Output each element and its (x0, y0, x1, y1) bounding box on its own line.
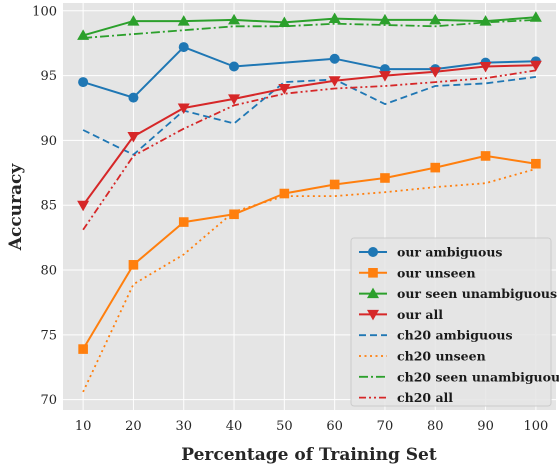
data-point-our-seen-unambiguous (328, 12, 341, 24)
y-tick-label: 90 (40, 134, 57, 149)
legend-marker-our-unseen (368, 268, 378, 278)
legend-label-our-seen-unambiguous: our seen unambiguous (397, 286, 557, 301)
series-line-ch20-seen-unambiguous (83, 19, 536, 39)
x-tick-label: 100 (523, 419, 548, 434)
data-point-our-seen-unambiguous (127, 15, 140, 26)
grid (63, 3, 556, 410)
x-tick-label: 30 (175, 419, 192, 434)
legend-label-ch20-seen-unambiguous: ch20 seen unambiguous (397, 369, 559, 384)
y-tick-label: 95 (40, 69, 57, 84)
data-point-our-all (429, 67, 442, 78)
data-point-our-seen-unambiguous (278, 16, 291, 27)
legend-label-our-unseen: our unseen (397, 265, 476, 280)
data-point-our-ambiguous (229, 61, 240, 72)
x-tick-label: 90 (477, 419, 494, 434)
y-tick-label: 75 (40, 328, 57, 343)
y-axis-title: Accuracy (6, 163, 26, 252)
data-point-our-unseen (480, 151, 491, 161)
data-point-our-unseen (229, 209, 239, 220)
y-tick-label: 85 (40, 199, 57, 214)
data-point-our-unseen (128, 260, 139, 270)
x-tick-label: 50 (276, 419, 293, 434)
y-tick-labels: 70 75 80 85 90 95 100 (32, 4, 57, 408)
series-line-our-unseen (82, 154, 537, 350)
data-point-our-all (77, 200, 90, 212)
x-tick-label: 20 (125, 419, 142, 434)
data-point-our-seen-unambiguous (479, 15, 492, 26)
x-tick-label: 60 (326, 419, 343, 434)
series-markers (77, 11, 542, 354)
legend-marker-our-ambiguous (368, 247, 378, 257)
series-line-our-all (82, 64, 536, 206)
x-tick-label: 70 (377, 419, 394, 434)
legend-marker-our-all (367, 309, 379, 321)
data-point-our-unseen (531, 158, 541, 169)
data-point-our-ambiguous (78, 77, 89, 88)
legend-label-ch20-all: ch20 all (397, 390, 453, 405)
series-lines (82, 16, 537, 393)
series-line-ch20-ambiguous (82, 76, 537, 156)
x-axis-title: Percentage of Training Set (181, 445, 437, 465)
data-point-our-unseen (178, 217, 189, 227)
series-line-our-seen-unambiguous (82, 16, 536, 37)
y-tick-label: 100 (32, 4, 57, 19)
data-point-our-ambiguous (128, 92, 139, 103)
data-point-our-unseen (329, 179, 340, 190)
data-point-our-all (228, 94, 241, 105)
x-tick-label: 40 (226, 419, 243, 434)
data-point-our-all (529, 60, 542, 72)
data-point-our-seen-unambiguous (228, 13, 241, 25)
legend-label-our-all: our all (397, 307, 443, 322)
data-point-our-ambiguous (178, 42, 189, 53)
data-point-our-unseen (430, 162, 441, 173)
data-point-our-ambiguous (329, 53, 340, 64)
data-point-our-seen-unambiguous (177, 15, 190, 26)
legend-label-ch20-ambiguous: ch20 ambiguous (397, 328, 513, 343)
x-tick-labels: 10 20 30 40 50 60 70 80 90 100 (75, 419, 548, 434)
data-point-our-all (127, 132, 140, 143)
data-point-our-unseen (380, 173, 390, 183)
series-line-ch20-all (82, 69, 537, 231)
data-point-our-all (479, 62, 492, 73)
legend: our ambiguous our unseen our seen unambigu… (350, 237, 559, 407)
data-point-our-unseen (279, 188, 290, 199)
data-point-our-all (177, 103, 190, 114)
legend-marker-our-seen-unambiguous (367, 287, 379, 299)
data-point-our-seen-unambiguous (529, 11, 542, 22)
legend-box (350, 237, 552, 407)
data-point-our-all (278, 84, 291, 95)
x-tick-label: 10 (75, 419, 92, 434)
legend-label-our-ambiguous: our ambiguous (397, 245, 502, 260)
data-point-our-all (328, 76, 341, 87)
x-tick-label: 80 (427, 419, 444, 434)
data-point-our-seen-unambiguous (378, 13, 391, 25)
data-point-our-seen-unambiguous (77, 29, 90, 40)
data-point-our-unseen (78, 344, 88, 354)
data-point-our-seen-unambiguous (429, 13, 442, 25)
data-point-our-all (378, 71, 391, 82)
y-tick-label: 80 (40, 264, 57, 279)
y-tick-label: 70 (40, 393, 57, 408)
legend-label-ch20-unseen: ch20 unseen (397, 349, 486, 364)
